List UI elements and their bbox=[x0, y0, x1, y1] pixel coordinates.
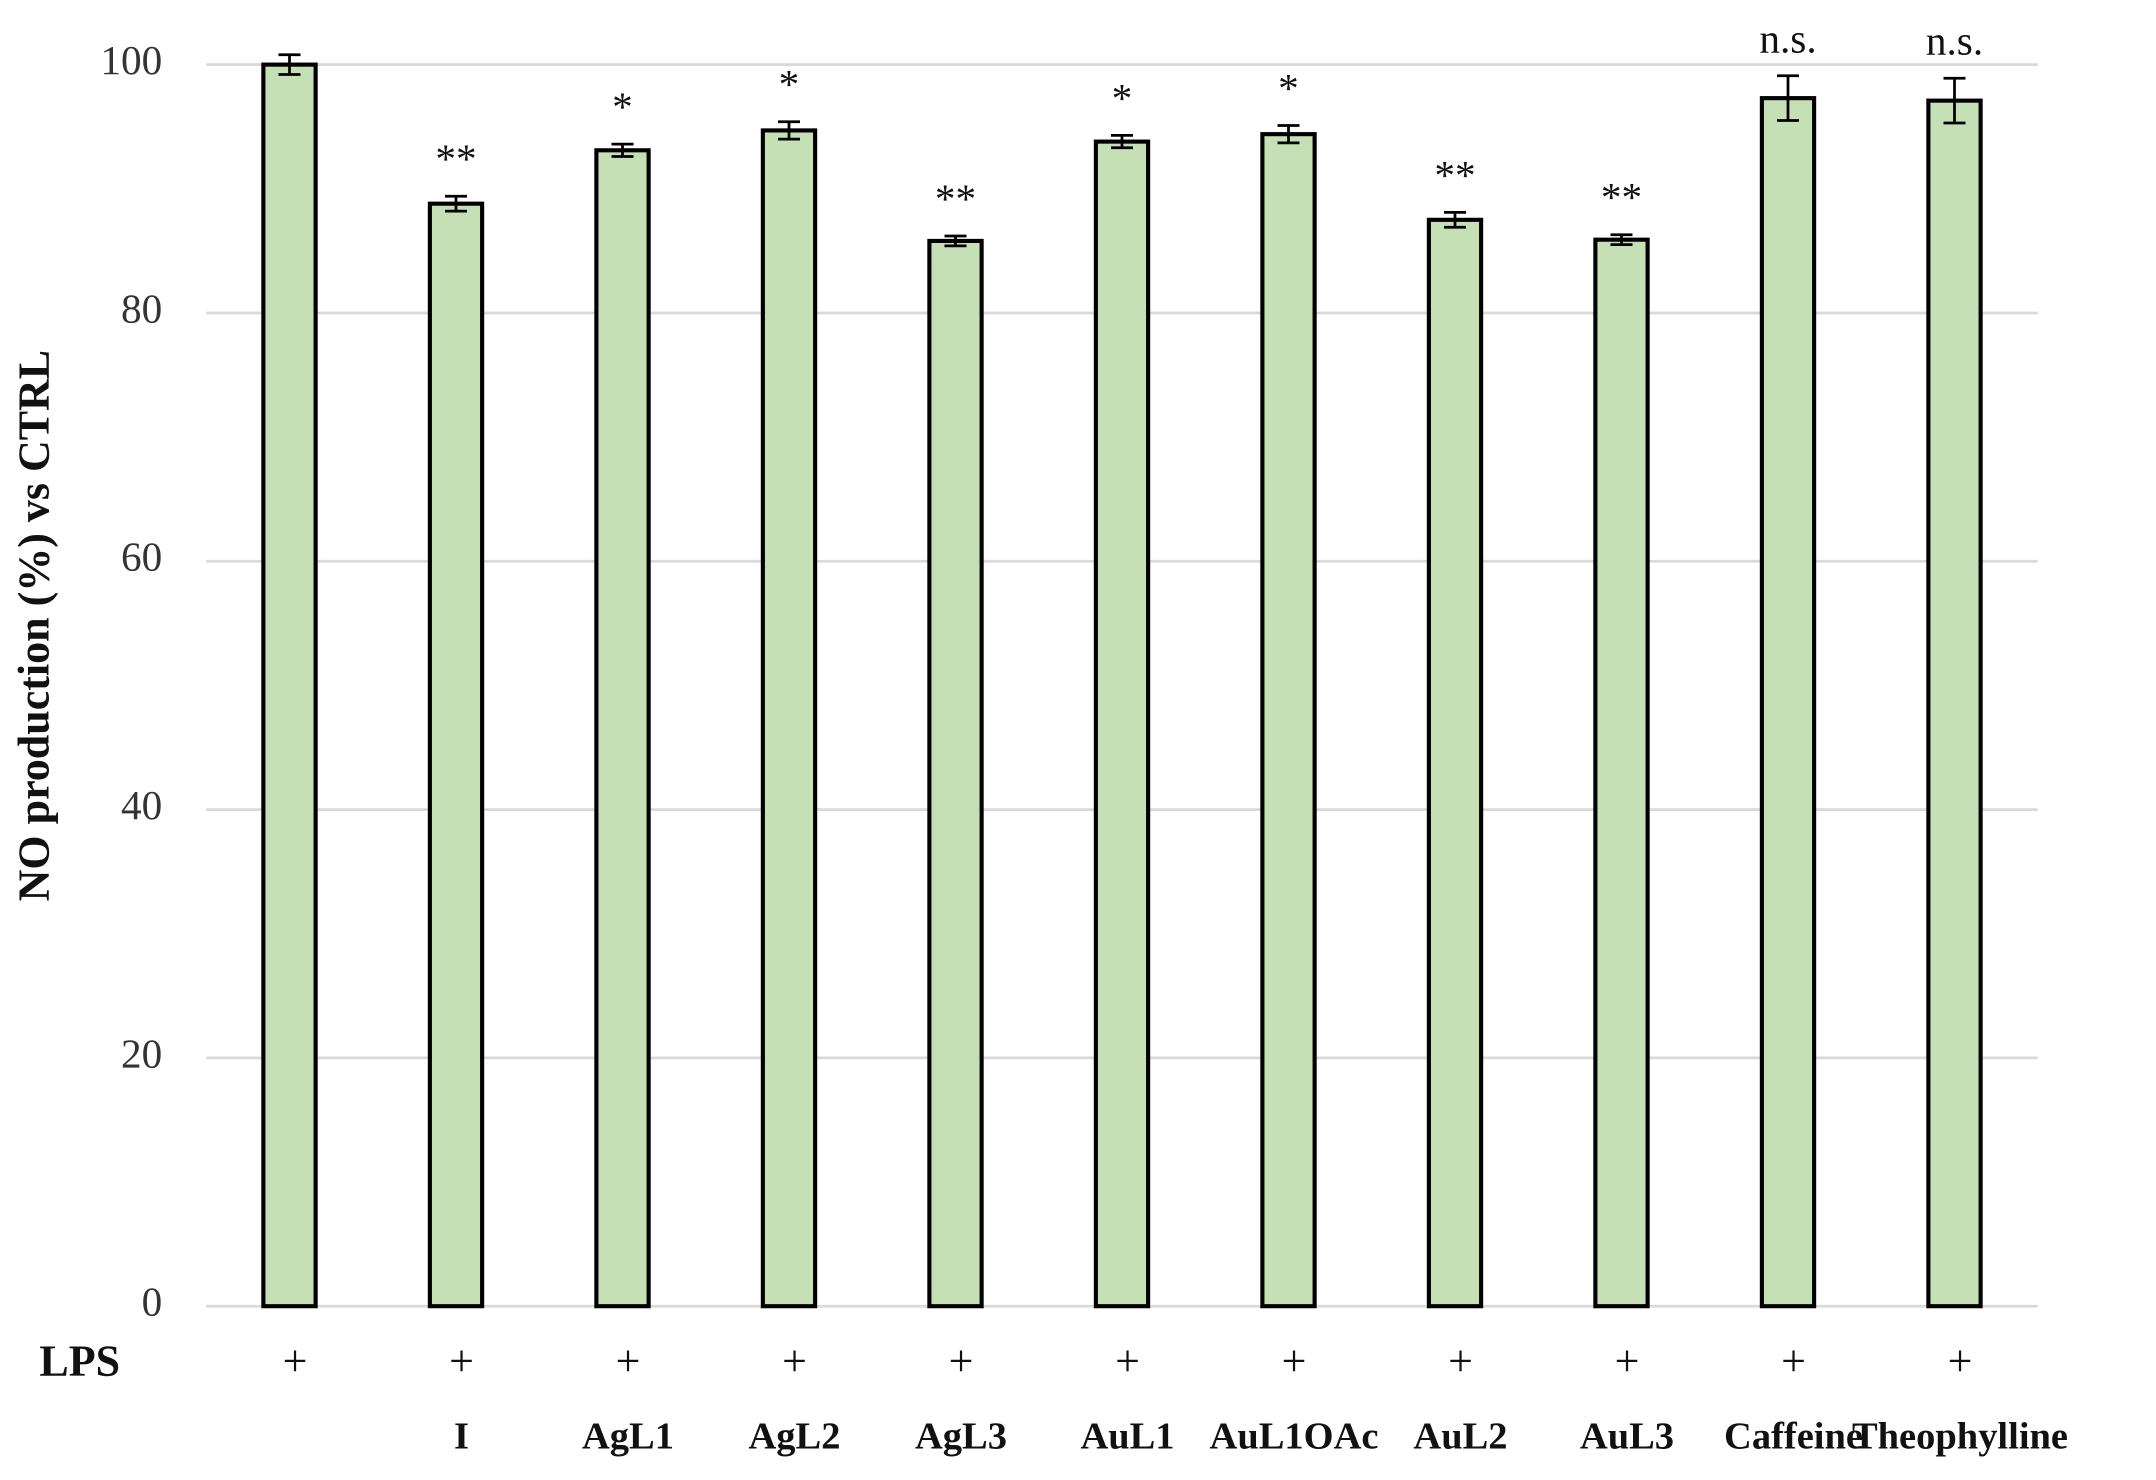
x-tick-label: AuL3 bbox=[1580, 1415, 1674, 1457]
bar bbox=[1759, 96, 1817, 1309]
error-bar bbox=[1610, 233, 1633, 247]
bar bbox=[1093, 139, 1151, 1309]
significance-label: * bbox=[1112, 75, 1133, 121]
significance-label: ** bbox=[435, 136, 476, 182]
bar bbox=[1593, 237, 1650, 1309]
treatment-mark: + bbox=[283, 1336, 308, 1385]
x-tick-label: AuL1OAc bbox=[1210, 1415, 1379, 1457]
treatment-mark: + bbox=[1948, 1336, 1973, 1385]
y-axis-title: NO production (%) vs CTRL bbox=[10, 350, 59, 902]
error-bar bbox=[1277, 124, 1300, 145]
bar bbox=[427, 201, 485, 1309]
error-bar bbox=[1776, 74, 1799, 122]
treatment-mark: + bbox=[949, 1336, 974, 1385]
x-tick-label: Theophylline bbox=[1852, 1415, 2068, 1457]
x-tick-label: AgL1 bbox=[582, 1415, 674, 1457]
bar bbox=[1260, 132, 1317, 1309]
y-tick-label: 80 bbox=[121, 285, 162, 331]
treatment-mark: + bbox=[616, 1336, 641, 1385]
treatment-mark: + bbox=[1115, 1336, 1140, 1385]
bar bbox=[1426, 217, 1484, 1309]
error-bar bbox=[1943, 76, 1966, 125]
treatment-mark: + bbox=[449, 1336, 474, 1385]
significance-label: n.s. bbox=[1759, 15, 1816, 61]
significance-label: ** bbox=[935, 175, 976, 221]
treatment-mark: + bbox=[1282, 1336, 1307, 1385]
error-bar bbox=[777, 120, 800, 141]
y-tick-label: 0 bbox=[142, 1279, 163, 1325]
bar bbox=[760, 128, 818, 1309]
significance-label: ** bbox=[1434, 152, 1475, 198]
y-tick-label: 40 bbox=[121, 782, 162, 828]
treatment-mark: + bbox=[1781, 1336, 1806, 1385]
significance-label: ** bbox=[1601, 174, 1642, 220]
significance-label: * bbox=[779, 61, 800, 107]
y-tick-label: 20 bbox=[121, 1030, 162, 1076]
x-tick-label: AuL2 bbox=[1413, 1415, 1507, 1457]
treatment-mark: + bbox=[1615, 1336, 1640, 1385]
significance-label: * bbox=[1278, 65, 1299, 111]
error-bar bbox=[611, 142, 634, 158]
significance-label: * bbox=[612, 84, 633, 130]
treatment-label: LPS bbox=[39, 1336, 120, 1385]
y-tick-label: 100 bbox=[100, 37, 162, 83]
x-tick-label: AuL1 bbox=[1080, 1415, 1174, 1457]
x-tick-label: Caffeine bbox=[1724, 1415, 1863, 1457]
x-tick-label: I bbox=[454, 1415, 469, 1457]
significance-label: n.s. bbox=[1926, 18, 1983, 64]
x-tick-label: AgL3 bbox=[915, 1415, 1007, 1457]
bar bbox=[927, 238, 984, 1309]
error-bar bbox=[1111, 134, 1133, 150]
treatment-mark: + bbox=[782, 1336, 807, 1385]
error-bar bbox=[444, 194, 467, 213]
bar bbox=[261, 62, 318, 1309]
y-tick-label: 60 bbox=[121, 534, 162, 580]
bar bbox=[594, 148, 651, 1309]
bar bbox=[1926, 98, 1983, 1309]
error-bar bbox=[1443, 210, 1466, 229]
error-bar bbox=[944, 234, 967, 248]
treatment-mark: + bbox=[1448, 1336, 1473, 1385]
x-tick-label: AgL2 bbox=[749, 1415, 841, 1457]
error-bar bbox=[278, 53, 301, 76]
